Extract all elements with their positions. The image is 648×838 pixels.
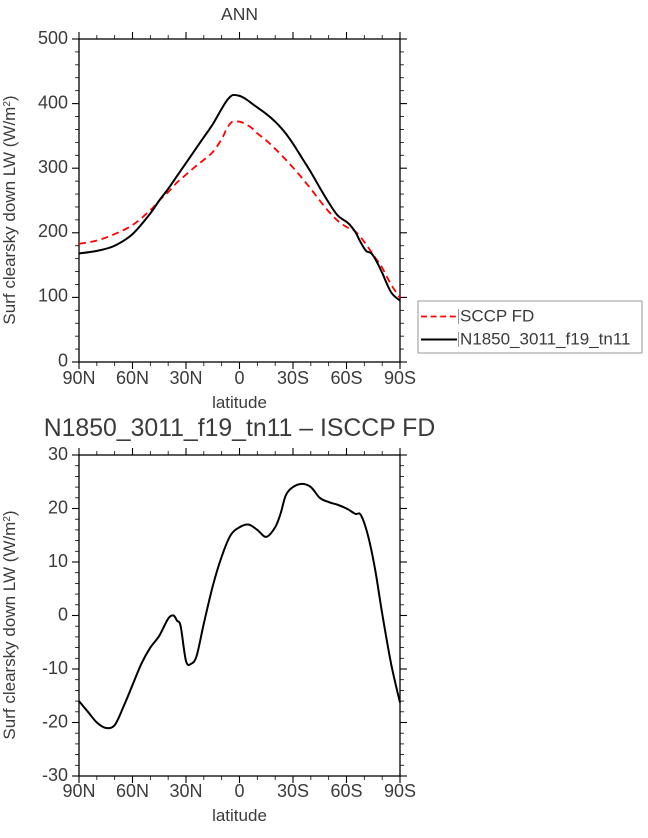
svg-text:400: 400 — [38, 92, 68, 112]
svg-text:-20: -20 — [42, 712, 68, 732]
svg-text:0: 0 — [58, 605, 68, 625]
svg-text:latitude: latitude — [212, 806, 267, 825]
svg-text:500: 500 — [38, 28, 68, 48]
svg-text:60S: 60S — [330, 368, 362, 388]
svg-text:-10: -10 — [42, 658, 68, 678]
svg-text:Surf clearsky down LW (W/m2): Surf clearsky down LW (W/m2) — [0, 510, 19, 739]
svg-text:300: 300 — [38, 157, 68, 177]
svg-text:30: 30 — [48, 444, 68, 464]
svg-text:90N: 90N — [62, 368, 95, 388]
svg-text:10: 10 — [48, 551, 68, 571]
svg-text:SCCP FD: SCCP FD — [460, 307, 534, 326]
svg-text:200: 200 — [38, 221, 68, 241]
svg-text:N1850_3011_f19_tn11: N1850_3011_f19_tn11 — [460, 330, 630, 349]
svg-text:30S: 30S — [277, 368, 309, 388]
svg-text:latitude: latitude — [212, 393, 267, 412]
svg-text:60S: 60S — [330, 781, 362, 801]
svg-text:90N: 90N — [62, 781, 95, 801]
svg-text:Surf clearsky down LW (W/m2): Surf clearsky down LW (W/m2) — [0, 95, 19, 324]
svg-text:90S: 90S — [384, 368, 416, 388]
svg-text:0: 0 — [234, 781, 244, 801]
svg-text:60N: 60N — [116, 368, 149, 388]
svg-text:N1850_3011_f19_tn11 – ISCCP FD: N1850_3011_f19_tn11 – ISCCP FD — [44, 415, 436, 442]
svg-text:60N: 60N — [116, 781, 149, 801]
svg-text:90S: 90S — [384, 781, 416, 801]
svg-text:ANN: ANN — [221, 4, 258, 24]
svg-text:30N: 30N — [169, 781, 202, 801]
svg-text:20: 20 — [48, 498, 68, 518]
svg-text:0: 0 — [234, 368, 244, 388]
svg-text:30N: 30N — [169, 368, 202, 388]
svg-text:100: 100 — [38, 286, 68, 306]
svg-text:30S: 30S — [277, 781, 309, 801]
